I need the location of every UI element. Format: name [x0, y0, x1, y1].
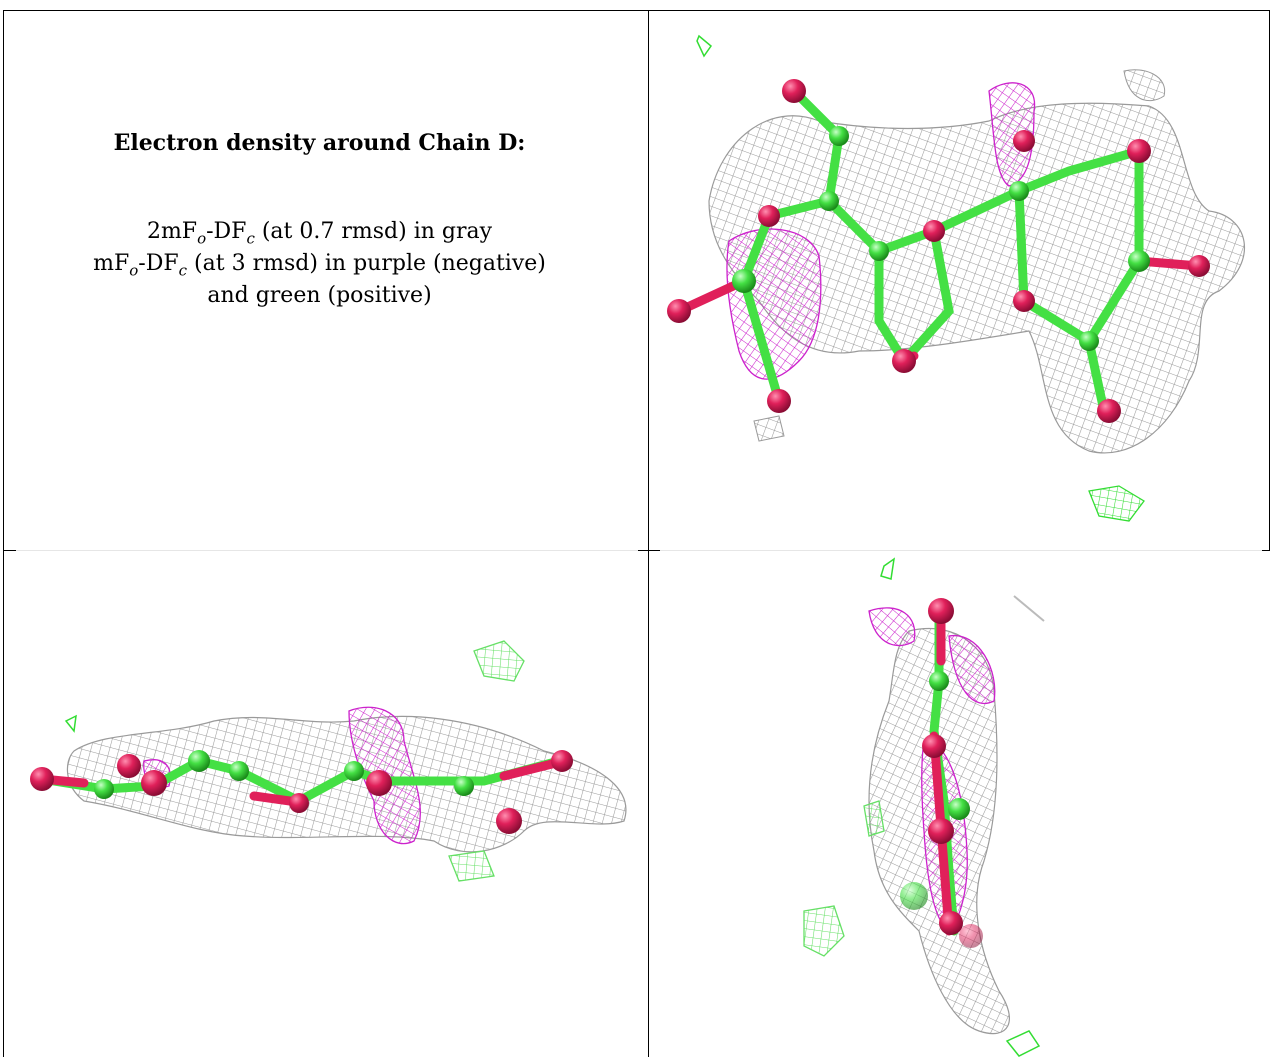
density-mesh-gray	[1123, 69, 1166, 102]
oxygen-atom	[141, 770, 167, 796]
carbon-atom	[1079, 331, 1099, 351]
density-mesh-positive	[448, 850, 495, 882]
density-mesh-positive	[473, 640, 525, 682]
oxygen-atom	[1127, 139, 1151, 163]
caption-legend: 2mFo-DFc (at 0.7 rmsd) in gray mFo-DFc (…	[12, 216, 627, 312]
density-mesh-positive	[803, 905, 845, 957]
oxygen-atom	[939, 911, 963, 935]
legend-positive: and green (positive)	[207, 283, 432, 308]
density-panel-bottom-right	[649, 551, 1269, 1057]
table-border-middle	[648, 10, 649, 1057]
carbon-atom	[1009, 181, 1029, 201]
oxygen-atom	[496, 808, 522, 834]
table-separator-light	[660, 550, 1262, 551]
density-mesh-positive	[880, 557, 896, 580]
oxygen-atom	[551, 750, 573, 772]
oxygen-atom	[667, 299, 691, 323]
density-mesh-negative	[868, 607, 916, 647]
carbon-atom	[929, 671, 949, 691]
oxygen-atom	[1097, 399, 1121, 423]
oxygen-atom	[117, 754, 141, 778]
oxygen-atom	[1188, 255, 1210, 277]
carbon-atom	[900, 882, 928, 910]
molecule-atoms	[30, 750, 573, 834]
density-mesh-negative	[988, 82, 1036, 187]
density-mesh-positive	[1005, 1030, 1041, 1057]
carbon-atom	[188, 750, 210, 772]
molecule-atoms	[900, 598, 983, 948]
molecule-view-3	[803, 557, 1045, 1057]
carbon-atom	[829, 126, 849, 146]
table-border-left	[3, 10, 4, 1057]
oxygen-atom	[782, 79, 806, 103]
carbon-atom	[94, 779, 114, 799]
density-mesh-gray	[66, 715, 627, 853]
density-mesh-positive	[64, 714, 77, 733]
oxygen-atom	[922, 734, 946, 758]
density-mesh-positive	[1088, 485, 1145, 522]
table-border-mid	[638, 550, 660, 551]
density-mesh-gray	[708, 102, 1246, 454]
oxygen-atom	[923, 220, 945, 242]
oxygen-atom	[892, 349, 916, 373]
oxygen-atom	[366, 770, 392, 796]
oxygen-atom	[959, 924, 983, 948]
figure-caption: Electron density around Chain D: 2mFo-DF…	[12, 128, 627, 312]
carbon-atom	[1128, 250, 1150, 272]
oxygen-atom	[30, 767, 54, 791]
caption-title: Electron density around Chain D:	[113, 130, 526, 156]
density-panel-top-right	[649, 11, 1269, 550]
oxygen-atom	[767, 389, 791, 413]
oxygen-atom	[289, 793, 309, 813]
table-border-right	[1269, 10, 1270, 550]
density-panel-bottom-left	[4, 551, 648, 1057]
molecule-view-1	[667, 34, 1246, 522]
oxygen-atom	[1013, 130, 1035, 152]
oxygen-atom	[758, 205, 780, 227]
oxygen-atom	[928, 598, 954, 624]
carbon-atom	[229, 761, 249, 781]
carbon-atom	[869, 241, 889, 261]
molecule-atoms	[667, 79, 1210, 423]
density-mesh-positive	[696, 34, 713, 58]
carbon-atom	[344, 761, 364, 781]
molecule-view-2	[30, 640, 627, 882]
density-mesh-positive	[863, 800, 885, 837]
carbon-atom	[454, 776, 474, 796]
density-mesh-negative	[948, 635, 996, 705]
carbon-atom	[819, 191, 839, 211]
density-mesh-gray	[753, 415, 785, 442]
table-border-top	[3, 10, 1270, 11]
density-mesh-gray	[1013, 595, 1045, 622]
legend-fofc: mFo-DFc (at 3 rmsd) in purple (negative)	[93, 251, 546, 280]
oxygen-atom	[1013, 290, 1035, 312]
table-border-mid	[1262, 550, 1270, 551]
legend-2fofc: 2mFo-DFc (at 0.7 rmsd) in gray	[146, 219, 493, 248]
table-border-mid	[3, 550, 16, 551]
carbon-atom	[732, 269, 756, 293]
table-separator-light	[16, 550, 638, 551]
carbon-atom	[948, 798, 970, 820]
oxygen-atom	[928, 818, 954, 844]
density-mesh-negative	[726, 228, 822, 380]
